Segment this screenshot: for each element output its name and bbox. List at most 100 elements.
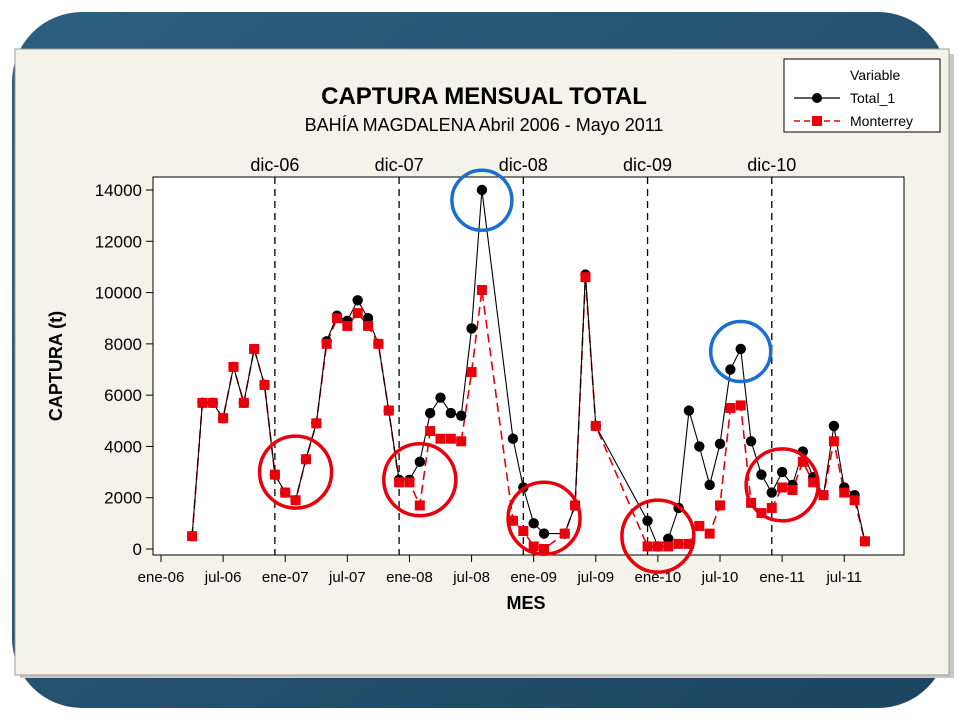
data-point-monterrey xyxy=(207,397,218,408)
data-point-total xyxy=(528,518,539,529)
data-point-monterrey xyxy=(839,487,850,498)
data-point-monterrey xyxy=(290,495,301,506)
data-point-monterrey xyxy=(694,520,705,531)
data-point-monterrey xyxy=(238,397,249,408)
data-point-monterrey xyxy=(404,477,415,488)
data-point-total xyxy=(663,533,674,544)
reference-line-label: dic-10 xyxy=(747,155,796,175)
x-axis-label: MES xyxy=(506,593,545,613)
highlight-circle xyxy=(506,480,582,556)
data-point-monterrey xyxy=(777,482,788,493)
data-point-monterrey xyxy=(590,420,601,431)
data-point-monterrey xyxy=(683,538,694,549)
x-tick-label: ene-11 xyxy=(759,569,805,586)
data-point-monterrey xyxy=(673,538,684,549)
data-point-total xyxy=(352,295,363,306)
annotation-layer xyxy=(257,168,820,574)
data-point-total xyxy=(507,433,519,444)
data-point-monterrey xyxy=(187,531,198,542)
legend-title: Variable xyxy=(850,67,901,83)
data-point-monterrey xyxy=(373,338,384,349)
data-point-monterrey xyxy=(528,541,539,552)
data-point-monterrey xyxy=(259,379,270,390)
series-layer xyxy=(186,184,871,554)
data-point-total xyxy=(745,436,757,447)
y-tick-label: 10000 xyxy=(95,284,142,303)
data-point-total xyxy=(414,456,426,468)
x-tick-label: jul-08 xyxy=(452,569,490,586)
legend-marker-monterrey xyxy=(812,116,822,126)
data-point-total xyxy=(476,184,488,196)
data-point-monterrey xyxy=(218,413,229,424)
y-tick-label: 14000 xyxy=(95,181,142,200)
highlight-circle xyxy=(744,447,820,523)
data-point-monterrey xyxy=(321,338,332,349)
legend-box xyxy=(783,58,941,133)
data-point-monterrey xyxy=(559,528,570,539)
data-point-total xyxy=(694,441,705,452)
data-point-monterrey xyxy=(280,487,291,498)
data-point-monterrey xyxy=(269,469,280,480)
data-point-total xyxy=(642,515,653,526)
data-point-monterrey xyxy=(311,418,322,429)
x-tick-label: ene-06 xyxy=(138,569,185,586)
data-point-monterrey xyxy=(642,541,653,552)
x-tick-label: ene-08 xyxy=(386,569,433,586)
y-axis: 0 2000 4000 6000 8000 10000 12000 14000 xyxy=(95,181,153,559)
data-point-monterrey xyxy=(735,400,746,411)
data-point-monterrey xyxy=(425,426,436,437)
data-point-monterrey xyxy=(652,541,663,552)
data-point-total xyxy=(756,469,767,480)
data-point-monterrey xyxy=(828,436,839,447)
highlight-circle xyxy=(257,434,334,510)
data-point-monterrey xyxy=(228,361,239,372)
data-point-monterrey xyxy=(704,528,715,539)
reference-line-label: dic-06 xyxy=(250,155,299,175)
data-point-monterrey xyxy=(249,343,260,354)
data-point-monterrey xyxy=(363,320,374,331)
chart-subtitle: BAHÍA MAGDALENA Abril 2006 - Mayo 2011 xyxy=(305,115,664,135)
data-point-total xyxy=(828,420,840,432)
data-point-monterrey xyxy=(539,544,550,554)
data-point-monterrey xyxy=(456,436,467,447)
data-point-total xyxy=(714,438,726,450)
reference-line-label: dic-09 xyxy=(623,155,672,175)
data-point-total xyxy=(776,466,788,478)
data-point-total xyxy=(362,313,374,324)
plot-area xyxy=(152,176,905,556)
data-point-total xyxy=(445,407,457,419)
data-point-monterrey xyxy=(797,456,808,467)
data-point-monterrey xyxy=(580,272,591,283)
data-point-monterrey xyxy=(331,313,342,324)
data-point-monterrey xyxy=(394,477,405,488)
data-point-monterrey xyxy=(663,541,674,552)
y-tick-label: 0 xyxy=(133,540,142,559)
data-point-total xyxy=(456,410,467,421)
reference-line-label: dic-08 xyxy=(499,155,548,175)
x-tick-label: ene-10 xyxy=(635,569,682,586)
x-tick-label: jul-09 xyxy=(576,569,614,586)
data-point-total xyxy=(466,323,477,334)
x-axis: ene-06 jul-06 ene-07 jul-07 ene-08 jul-08 ene-… xyxy=(138,555,862,586)
data-point-monterrey xyxy=(518,526,529,537)
legend-label-monterrey: Monterrey xyxy=(850,113,913,129)
data-point-monterrey xyxy=(342,320,353,331)
y-axis-label: CAPTURA (t) xyxy=(46,311,66,421)
data-point-monterrey xyxy=(787,485,798,496)
y-tick-label: 12000 xyxy=(95,232,142,251)
reference-line-label: dic-07 xyxy=(375,155,424,175)
data-point-monterrey xyxy=(766,502,777,513)
highlight-circle xyxy=(708,319,773,384)
data-point-total xyxy=(704,479,715,491)
x-tick-label: jul-11 xyxy=(825,569,862,586)
data-point-monterrey xyxy=(859,536,870,547)
data-point-monterrey xyxy=(507,515,518,526)
highlight-circle xyxy=(382,442,458,518)
highlight-circle xyxy=(620,498,696,574)
data-point-total xyxy=(766,487,777,498)
x-tick-label: jul-10 xyxy=(701,569,739,586)
x-tick-label: ene-09 xyxy=(510,569,557,586)
data-point-total xyxy=(735,343,746,355)
data-point-monterrey xyxy=(849,495,860,506)
